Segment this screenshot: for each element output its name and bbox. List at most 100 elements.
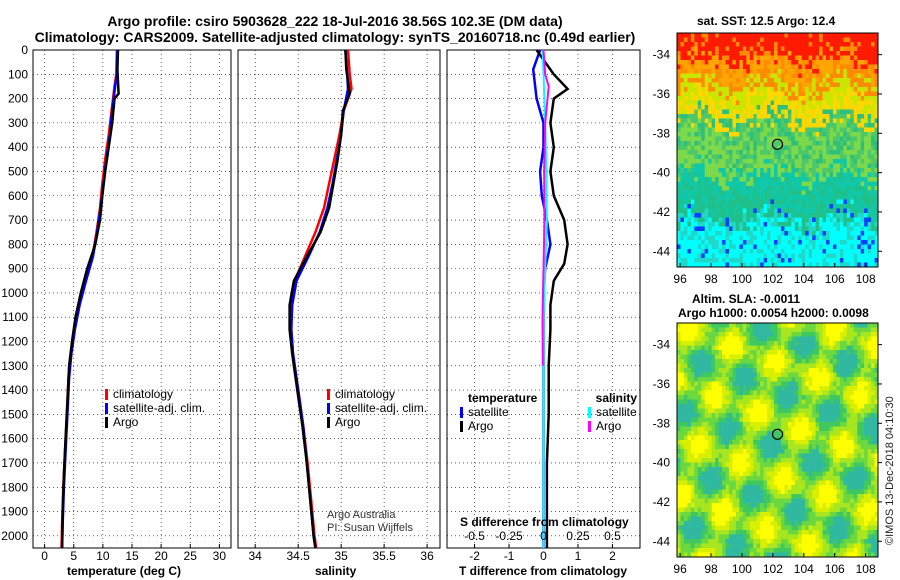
sst-map-cell: [780, 253, 785, 259]
sst-map-cell: [697, 109, 702, 115]
sst-map-cell: [770, 168, 775, 173]
sla-map-cell: [732, 336, 737, 342]
sst-map-cell: [871, 60, 875, 65]
sla-map-cell: [770, 323, 775, 328]
sla-map-cell: [832, 413, 837, 418]
difference-series-s-satellite: [541, 49, 548, 548]
sst-map-cell: [794, 109, 799, 115]
sla-map-cell: [735, 422, 740, 427]
sst-map-cell: [753, 136, 758, 142]
sst-map-cell: [725, 46, 730, 52]
sla-map-cell: [690, 449, 695, 454]
sst-map-cell: [722, 33, 726, 38]
sst-map-cell: [697, 159, 702, 164]
sla-map-cell: [784, 431, 789, 436]
sla-map-cell: [715, 354, 719, 360]
sst-map-cell: [694, 73, 699, 79]
sla-map-cell: [808, 359, 813, 364]
sla-map-cell: [871, 359, 875, 364]
sst-map-cell: [815, 235, 820, 241]
sst-map-cell: [742, 244, 747, 250]
sst-map-cell: [843, 235, 848, 241]
sst-map-cell: [853, 73, 858, 79]
sst-map-cell: [697, 168, 702, 173]
sst-map-cell: [805, 123, 809, 128]
sla-map-cell: [763, 354, 768, 360]
sst-map-cell: [836, 204, 841, 209]
sst-map-cell: [777, 190, 782, 196]
sst-map-cell: [704, 100, 709, 106]
sst-map-cell: [770, 127, 775, 133]
sst-map-cell: [826, 186, 830, 191]
sla-map-cell: [853, 345, 858, 351]
sla-map-cell: [677, 399, 681, 405]
sla-map-cell: [791, 417, 796, 423]
sst-map-cell: [770, 204, 775, 209]
sla-map-cell: [718, 404, 723, 409]
sla-map-cell: [753, 372, 758, 378]
sla-map-cell: [739, 444, 744, 450]
sla-map-cell: [680, 323, 685, 328]
sst-map-cell: [843, 244, 848, 250]
sst-map-cell: [801, 244, 806, 250]
sst-map-cell: [798, 240, 803, 245]
sla-map-cell: [784, 359, 789, 364]
sst-map-cell: [829, 123, 834, 128]
sla-map-cell: [753, 363, 758, 369]
sst-map-cell: [836, 213, 841, 218]
sla-map-cell: [871, 453, 875, 459]
sst-map-cell: [677, 132, 681, 137]
sst-map-cell: [843, 199, 848, 205]
sla-map-cell: [839, 435, 844, 441]
sst-map-cell: [836, 109, 841, 115]
sst-map-argo-marker: [771, 138, 784, 150]
sst-map-cell: [787, 82, 792, 88]
sst-map-cell: [829, 37, 834, 43]
sst-map-cell: [722, 258, 726, 263]
sla-map-cell: [836, 354, 841, 360]
sla-map-cell: [711, 332, 716, 337]
sla-map-cell: [864, 413, 868, 418]
sst-map-cell: [711, 199, 716, 205]
sst-map-cell: [805, 195, 809, 200]
sst-map-cell: [867, 114, 872, 119]
sst-map-cell: [819, 240, 823, 245]
sst-map-cell: [794, 96, 799, 101]
sst-map-cell: [722, 240, 726, 245]
sst-map-cell: [777, 78, 782, 83]
sst-map-cell: [704, 51, 709, 56]
sst-map-cell: [767, 51, 771, 56]
sst-map-cell: [677, 114, 681, 119]
sst-map-cell: [826, 132, 830, 137]
sla-map-cell: [839, 413, 844, 418]
sst-map-cell: [857, 64, 861, 70]
sla-map-cell: [860, 332, 865, 337]
sst-map-cell: [780, 150, 785, 155]
sla-map-cell: [853, 372, 858, 378]
sst-map-cell: [770, 123, 775, 128]
sst-map-cell: [798, 109, 803, 115]
sst-map-cell: [832, 168, 837, 173]
sst-map-cell: [728, 145, 733, 151]
sst-map-cell: [829, 163, 834, 169]
sst-map-cell: [742, 73, 747, 79]
sla-map-cell: [791, 386, 796, 391]
sst-map-cell: [753, 42, 758, 47]
sst-map-cell: [826, 91, 830, 97]
sst-map-cell: [753, 222, 758, 227]
sla-map-cell: [822, 404, 827, 409]
sla-map-cell: [832, 453, 837, 459]
sst-map-cell: [819, 55, 823, 61]
sla-map-cell: [874, 332, 879, 337]
sst-map-cell: [826, 114, 830, 119]
sst-map-cell: [680, 141, 685, 146]
sst-map-cell: [822, 37, 827, 43]
sla-map-cell: [770, 363, 775, 369]
sla-map-cell: [753, 354, 758, 360]
sla-map-cell: [760, 323, 764, 328]
sla-map-cell: [680, 381, 685, 387]
sla-map-cell: [767, 422, 771, 427]
sst-map-cell: [715, 190, 719, 196]
sla-map-cell: [839, 408, 844, 414]
sst-map-cell: [753, 105, 758, 110]
